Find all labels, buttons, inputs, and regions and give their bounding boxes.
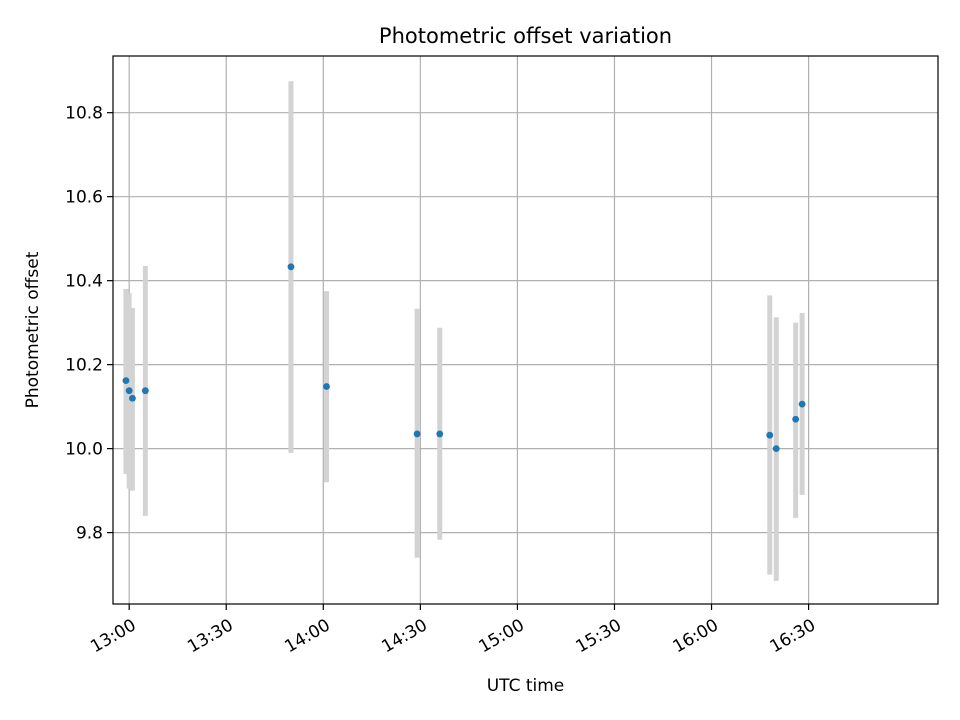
data-point: [766, 431, 774, 439]
x-axis-label: UTC time: [487, 676, 565, 696]
data-point: [323, 383, 330, 390]
y-tick-label: 10.6: [65, 188, 103, 208]
data-point: [287, 263, 295, 271]
data-point: [798, 400, 806, 408]
y-tick-label: 10.4: [65, 272, 103, 292]
y-tick-label: 10.8: [65, 104, 103, 124]
plot-frame: [112, 55, 939, 605]
data-point: [125, 387, 133, 395]
y-tick-label: 10.2: [65, 356, 103, 376]
data-point: [141, 387, 149, 395]
data-point: [772, 445, 780, 453]
data-point: [413, 430, 421, 438]
chart-title: Photometric offset variation: [379, 24, 672, 48]
y-tick-label: 9.8: [76, 524, 103, 544]
y-tick-label: 10.0: [65, 440, 103, 460]
y-axis-label: Photometric offset: [23, 251, 43, 408]
data-point: [129, 394, 136, 402]
data-point: [792, 415, 800, 423]
data-points: [122, 263, 806, 453]
data-point: [122, 377, 130, 385]
data-point: [436, 430, 444, 438]
